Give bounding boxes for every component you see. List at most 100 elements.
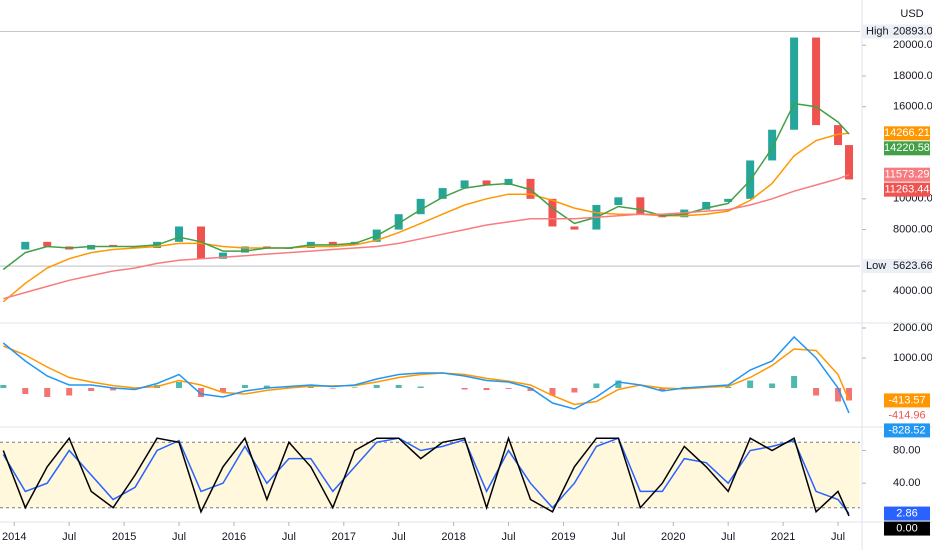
last-value-label: 11263.44 [884, 184, 929, 196]
y-tick-label: 2000.00 [893, 322, 932, 334]
x-tick-label: 2016 [222, 531, 246, 543]
x-tick-label: 2018 [441, 531, 465, 543]
x-tick-label: 2017 [332, 531, 356, 543]
high-label-bg [863, 24, 932, 39]
last-value-bg [884, 393, 930, 408]
histogram-bar [813, 388, 820, 396]
candle [790, 37, 799, 130]
last-value-bg [884, 506, 930, 521]
candle [21, 241, 30, 250]
histogram-bar [44, 388, 51, 398]
x-tick-label: 2015 [112, 531, 136, 543]
band [0, 442, 860, 508]
last-value-label: 11573.29 [884, 169, 929, 181]
histogram-bar [241, 385, 248, 389]
x-tick-label: Jul [282, 531, 296, 543]
candle [636, 197, 645, 215]
x-tick-label: Jul [831, 531, 845, 543]
candle [175, 226, 184, 242]
candle [416, 198, 425, 215]
histogram-bar [395, 385, 402, 389]
candle [196, 226, 205, 259]
x-tick-label: Jul [62, 531, 76, 543]
x-tick-label: 2019 [551, 531, 575, 543]
series-line [3, 345, 850, 406]
y-tick-label: 18000.00 [893, 70, 932, 82]
last-value-bg [884, 521, 930, 536]
candle [262, 246, 271, 248]
y-tick-label: 40.00 [893, 477, 921, 489]
histogram-bar [549, 388, 556, 396]
histogram-bar [659, 388, 666, 392]
histogram-bar [571, 388, 578, 393]
histogram-bar [505, 388, 512, 389]
candle [240, 246, 249, 253]
last-value-bg [884, 423, 930, 438]
x-tick-label: Jul [502, 531, 516, 543]
last-value-label: -414.96 [888, 409, 925, 421]
candle [845, 145, 854, 180]
histogram-bar [197, 388, 204, 398]
candle [834, 125, 843, 146]
histogram-bar [219, 388, 226, 393]
histogram-bar [176, 382, 183, 389]
last-value-label: -413.57 [888, 394, 925, 406]
series-line [2, 437, 850, 515]
low-value: 5623.66 [893, 260, 932, 272]
series-line [2, 435, 850, 517]
last-value-label: 14220.58 [884, 142, 930, 154]
last-value-label: 14266.21 [884, 127, 930, 139]
y-tick-label: 1000.00 [893, 352, 932, 364]
last-value-bg [884, 141, 930, 156]
candle [438, 188, 447, 199]
high-value: 20893.02 [893, 25, 932, 37]
last-value-label: 2.86 [896, 507, 917, 519]
histogram-bar [351, 387, 358, 389]
high-label: High [866, 25, 889, 37]
currency: USD [900, 8, 923, 20]
histogram-bar [307, 386, 314, 389]
histogram-bar [88, 388, 95, 392]
last-value-bg [884, 167, 930, 182]
series-line [2, 335, 850, 414]
candle [614, 197, 623, 205]
histogram-bar [483, 388, 490, 391]
y-tick-label: 8000.00 [893, 223, 932, 235]
histogram-bar [527, 388, 534, 392]
histogram-bar [791, 376, 798, 389]
series-line [2, 102, 850, 271]
series-line [3, 173, 850, 300]
candle [328, 241, 337, 245]
candle [570, 226, 579, 230]
histogram-bar [373, 385, 380, 389]
x-tick-label: Jul [611, 531, 625, 543]
y-tick-label: 80.00 [893, 444, 921, 456]
candle [504, 178, 513, 186]
y-tick-label: 20000.00 [893, 39, 932, 51]
x-tick-label: 2020 [661, 531, 685, 543]
x-tick-label: Jul [172, 531, 186, 543]
last-value-bg [884, 182, 930, 197]
candle [768, 129, 777, 161]
candle [218, 252, 227, 259]
histogram-bar [725, 386, 732, 389]
histogram-bar [461, 388, 468, 390]
series-line [2, 132, 850, 303]
histogram-bar [769, 383, 776, 389]
last-value-label: 0.00 [896, 522, 917, 534]
low-label-bg [863, 259, 932, 274]
histogram-bar [593, 383, 600, 389]
histogram-bar [263, 385, 270, 389]
last-value-bg [884, 126, 930, 141]
histogram-bar [846, 388, 853, 401]
candle [702, 201, 711, 210]
candle [43, 241, 52, 247]
histogram-bar [66, 388, 73, 396]
x-tick-label: Jul [392, 531, 406, 543]
histogram-bar [747, 380, 754, 389]
histogram-bar [417, 386, 424, 389]
histogram-bar [835, 388, 842, 402]
x-tick-label: 2021 [771, 531, 795, 543]
candle [812, 37, 821, 126]
